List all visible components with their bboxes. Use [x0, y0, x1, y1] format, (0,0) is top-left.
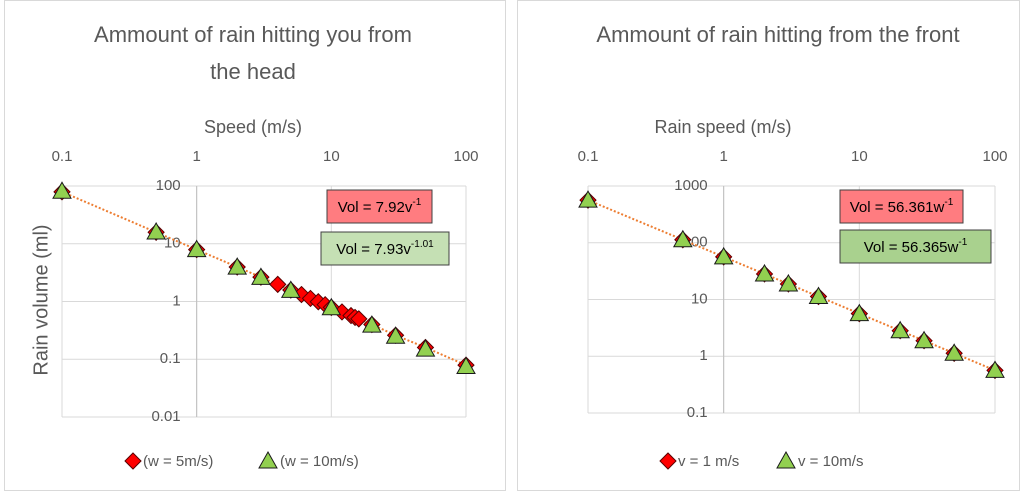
triangle-marker: [672, 229, 693, 248]
triangle-marker: [944, 343, 965, 361]
x-axis-title: Speed (m/s): [204, 117, 302, 137]
legend-label: (w = 10m/s): [280, 453, 359, 470]
equation-exponent: -1: [958, 237, 967, 248]
equation-label: Vol = 56.361w-1: [850, 197, 954, 216]
y-axis-title: Rain volume (ml): [30, 224, 52, 375]
equation-box: [326, 189, 433, 224]
y-tick-label: 100: [156, 177, 181, 194]
triangle-marker: [385, 326, 406, 344]
equation-exponent: -1.01: [411, 239, 434, 250]
y-tick-label: 1000: [674, 177, 707, 194]
equation-box: [839, 189, 964, 224]
y-tick-label: 0.01: [151, 408, 180, 425]
x-tick-label: 10: [323, 148, 340, 165]
x-tick-label: 0.1: [52, 148, 73, 165]
y-tick-label: 0.1: [160, 350, 181, 367]
y-tick-label: 1: [699, 347, 707, 364]
y-tick-label: 10: [691, 290, 708, 307]
triangle-marker: [321, 297, 342, 316]
chart-title: Ammount of rain hitting from the front: [596, 22, 960, 47]
triangle-marker: [280, 280, 301, 298]
x-tick-label: 0.1: [578, 148, 599, 165]
y-tick-label: 1: [172, 292, 180, 309]
triangle-marker: [778, 273, 799, 292]
diamond-marker: [350, 310, 368, 328]
diamond-marker: [124, 452, 142, 470]
equation-label: Vol = 7.92v-1: [338, 197, 422, 216]
triangle-marker: [186, 239, 207, 258]
diamond-marker: [659, 452, 677, 470]
equation-text: Vol = 56.365w: [864, 239, 959, 256]
triangle-marker: [849, 303, 870, 322]
x-axis-title: Rain speed (m/s): [654, 117, 791, 137]
equation-text: Vol = 7.93v: [336, 241, 411, 258]
y-tick-label: 10: [164, 235, 181, 252]
x-tick-label: 1: [719, 148, 727, 165]
triangle-marker: [258, 450, 278, 469]
equation-box: [839, 229, 992, 264]
chart-title: Ammount of rain hitting you from the hea…: [94, 22, 412, 84]
x-tick-label: 1: [192, 148, 200, 165]
triangle-marker: [146, 221, 166, 240]
x-tick-label: 10: [851, 148, 868, 165]
y-tick-label: 0.1: [687, 404, 708, 421]
equation-box: [320, 231, 450, 266]
triangle-marker: [578, 190, 598, 208]
triangle-marker: [914, 330, 934, 349]
equation-exponent: -1: [944, 197, 953, 208]
x-tick-label: 100: [982, 148, 1007, 165]
equation-exponent: -1: [412, 197, 421, 208]
equation-label: Vol = 7.93v-1.01: [336, 239, 434, 258]
triangle-marker: [251, 267, 271, 285]
triangle-marker: [415, 339, 436, 357]
triangle-marker: [456, 356, 476, 374]
triangle-marker: [362, 315, 382, 333]
triangle-marker: [808, 286, 829, 304]
triangle-marker: [890, 320, 911, 339]
equation-label: Vol = 56.365w-1: [864, 237, 968, 256]
legend-label: v = 1 m/s: [678, 453, 739, 470]
diamond-marker: [269, 275, 287, 294]
equation-text: Vol = 7.92v: [338, 199, 413, 216]
legend-label: (w = 5m/s): [143, 453, 213, 470]
triangle-marker: [52, 181, 72, 199]
triangle-marker: [754, 263, 775, 282]
legend-label: v = 10m/s: [798, 453, 863, 470]
equation-text: Vol = 56.361w: [850, 199, 945, 216]
x-tick-label: 100: [453, 148, 478, 165]
triangle-marker: [985, 360, 1005, 378]
triangle-marker: [713, 246, 734, 265]
triangle-marker: [776, 450, 796, 469]
triangle-marker: [227, 257, 248, 275]
